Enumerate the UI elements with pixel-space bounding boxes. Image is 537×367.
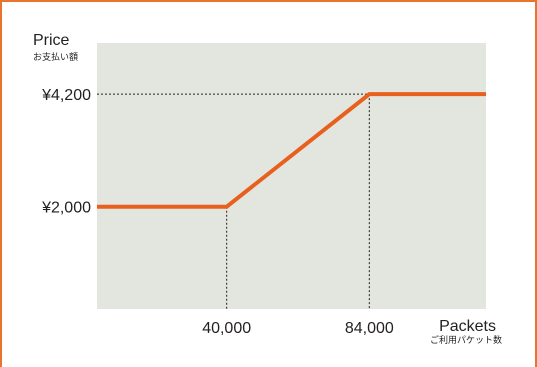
series-layer [97,92,486,209]
x-tick-label-0: 40,000 [202,320,251,337]
y-tick-label-0: ¥2,000 [41,200,91,217]
plot-area [97,43,486,309]
price-line [97,92,486,209]
y-axis-sublabel: お支払い額 [33,51,78,62]
x-tick-labels: 40,000 84,000 [202,320,394,337]
y-tick-labels: ¥2,000 ¥4,200 [41,87,91,217]
y-tick-label-1: ¥4,200 [41,87,91,104]
y-axis-label: Price [33,32,70,49]
x-tick-label-1: 84,000 [345,320,394,337]
guide-lines [97,93,370,309]
x-axis-sublabel: ご利用パケット数 [430,334,502,345]
x-axis-label: Packets [439,318,496,335]
